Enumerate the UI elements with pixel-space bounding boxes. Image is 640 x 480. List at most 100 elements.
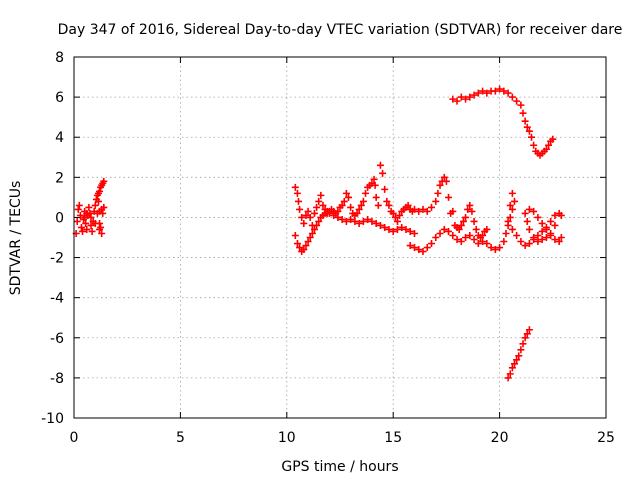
- data-point: [96, 187, 104, 195]
- data-point: [525, 240, 533, 248]
- data-point: [298, 213, 306, 221]
- data-point: [306, 213, 314, 221]
- data-point: [308, 229, 316, 237]
- data-point: [415, 246, 423, 254]
- data-point: [393, 217, 401, 225]
- data-point: [385, 201, 393, 209]
- data-point: [423, 207, 431, 215]
- data-point: [404, 201, 412, 209]
- data-point: [419, 205, 427, 213]
- data-point: [396, 211, 404, 219]
- data-point: [300, 219, 308, 227]
- data-point: [83, 209, 91, 217]
- y-tick-label: -10: [41, 411, 64, 427]
- data-point: [293, 240, 301, 248]
- data-point: [317, 191, 325, 199]
- data-point: [523, 330, 531, 338]
- data-point: [436, 229, 444, 237]
- data-point: [406, 227, 414, 235]
- data-point: [359, 217, 367, 225]
- data-point: [517, 238, 525, 246]
- data-point: [310, 209, 318, 217]
- data-point: [487, 244, 495, 252]
- x-axis-label: GPS time / hours: [281, 459, 398, 475]
- data-point: [428, 203, 436, 211]
- data-point: [547, 217, 555, 225]
- ticks-layer: 0 5 10 15 20 25 -10 -8 -6 -4 -2 0 2 4 6 8: [41, 50, 615, 446]
- data-point: [370, 175, 378, 183]
- data-point: [557, 234, 565, 241]
- data-point: [508, 205, 516, 213]
- y-tick-label: 6: [55, 90, 64, 106]
- data-point: [534, 213, 542, 221]
- data-point: [368, 217, 376, 225]
- data-point: [551, 236, 559, 244]
- y-tick-label: 0: [55, 210, 64, 226]
- data-point: [517, 101, 525, 109]
- data-point: [462, 95, 470, 103]
- data-point: [462, 213, 470, 221]
- data-point: [500, 87, 508, 95]
- data-point: [504, 217, 512, 225]
- data-point: [453, 236, 461, 244]
- points-layer: [72, 85, 565, 382]
- data-point: [300, 246, 308, 254]
- data-point: [521, 242, 529, 250]
- data-point: [73, 217, 81, 225]
- data-point: [530, 207, 538, 215]
- data-point: [466, 201, 474, 209]
- data-point: [402, 225, 410, 233]
- data-point: [525, 326, 533, 334]
- x-tick-label: 25: [597, 430, 615, 446]
- data-point: [528, 133, 536, 141]
- data-point: [342, 189, 350, 197]
- data-point: [555, 238, 563, 246]
- data-point: [445, 193, 453, 201]
- data-point: [496, 244, 504, 252]
- data-point: [410, 244, 418, 252]
- data-point: [381, 223, 389, 231]
- data-point: [74, 205, 82, 213]
- data-point: [432, 197, 440, 205]
- data-point: [355, 205, 363, 213]
- data-point: [372, 219, 380, 227]
- data-point: [491, 87, 499, 95]
- data-point: [545, 141, 553, 149]
- data-point: [506, 213, 514, 221]
- data-point: [385, 225, 393, 233]
- data-point: [542, 145, 550, 153]
- data-point: [77, 223, 85, 231]
- data-point: [538, 219, 546, 227]
- y-tick-label: -2: [50, 251, 64, 267]
- data-point: [455, 225, 463, 233]
- data-point: [521, 117, 529, 125]
- data-point: [379, 169, 387, 177]
- y-tick-label: 8: [55, 50, 64, 66]
- x-tick-label: 0: [70, 430, 79, 446]
- data-point: [419, 248, 427, 256]
- data-point: [389, 209, 397, 217]
- data-point: [302, 211, 310, 219]
- data-point: [75, 201, 83, 209]
- data-point: [472, 225, 480, 233]
- data-point: [428, 240, 436, 248]
- data-point: [345, 193, 353, 201]
- grid-layer: [74, 57, 606, 418]
- data-point: [406, 242, 414, 250]
- data-point: [296, 205, 304, 213]
- data-point: [462, 234, 470, 241]
- data-point: [304, 238, 312, 246]
- data-point: [87, 213, 95, 221]
- y-tick-label: 2: [55, 170, 64, 186]
- data-point: [440, 173, 448, 181]
- data-point: [474, 240, 482, 248]
- data-point: [347, 215, 355, 223]
- data-point: [91, 201, 99, 209]
- data-point: [468, 207, 476, 215]
- data-point: [391, 213, 399, 221]
- data-point: [466, 231, 474, 239]
- data-point: [389, 227, 397, 235]
- y-tick-label: -4: [50, 291, 64, 307]
- data-point: [315, 217, 323, 225]
- data-point: [319, 201, 327, 209]
